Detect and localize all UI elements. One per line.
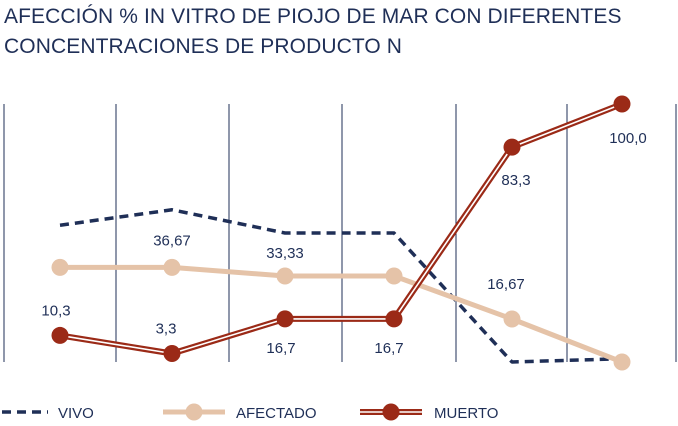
muerto-marker-1 — [51, 326, 69, 344]
muerto-data-label-5: 83,3 — [501, 172, 530, 189]
afectado-marker-1 — [51, 258, 69, 276]
data-labels: 36,67 33,33 16,67 10,3 3,3 16,7 16,7 83,3 100,0 — [41, 130, 646, 357]
legend-swatch-muerto-marker — [382, 403, 400, 421]
legend-label-vivo: VIVO — [58, 405, 94, 422]
afectado-marker-3 — [276, 267, 294, 285]
afectado-data-label-3: 33,33 — [266, 245, 304, 262]
afectado-marker-4 — [385, 267, 403, 285]
legend-label-afectado: AFECTADO — [236, 405, 317, 422]
muerto-marker-2 — [163, 344, 181, 362]
muerto-data-label-2: 3,3 — [156, 320, 177, 337]
series-line-muerto-inner — [59, 103, 623, 355]
series-line-muerto — [59, 101, 624, 357]
series-lines — [51, 95, 631, 371]
muerto-data-label-4: 16,7 — [374, 340, 403, 357]
muerto-marker-5 — [503, 138, 521, 156]
muerto-marker-3 — [276, 310, 294, 328]
afectado-data-label-5: 16,67 — [487, 276, 525, 293]
legend-swatch-afectado-marker — [185, 403, 203, 421]
muerto-marker-6 — [613, 95, 631, 113]
chart-title-line-1: AFECCIÓN % IN VITRO DE PIOJO DE MAR CON … — [4, 5, 622, 28]
legend: VIVO AFECTADO MUERTO — [2, 403, 498, 422]
chart-title-line-2: CONCENTRACIONES DE PRODUCTO N — [4, 35, 403, 58]
grid-lines — [3, 104, 677, 362]
muerto-data-label-6: 100,0 — [609, 130, 647, 147]
afectado-data-label-2: 36,67 — [153, 232, 191, 249]
muerto-marker-4 — [385, 310, 403, 328]
series-line-vivo — [59, 208, 615, 364]
afectado-marker-2 — [163, 258, 181, 276]
legend-label-muerto: MUERTO — [434, 405, 498, 422]
afectado-marker-6 — [613, 353, 631, 371]
chart-title: AFECCIÓN % IN VITRO DE PIOJO DE MAR CON … — [4, 2, 674, 62]
afectado-marker-5 — [503, 310, 521, 328]
muerto-data-label-1: 10,3 — [41, 302, 70, 319]
series-line-afectado — [60, 264, 623, 365]
muerto-data-label-3: 16,7 — [266, 340, 295, 357]
